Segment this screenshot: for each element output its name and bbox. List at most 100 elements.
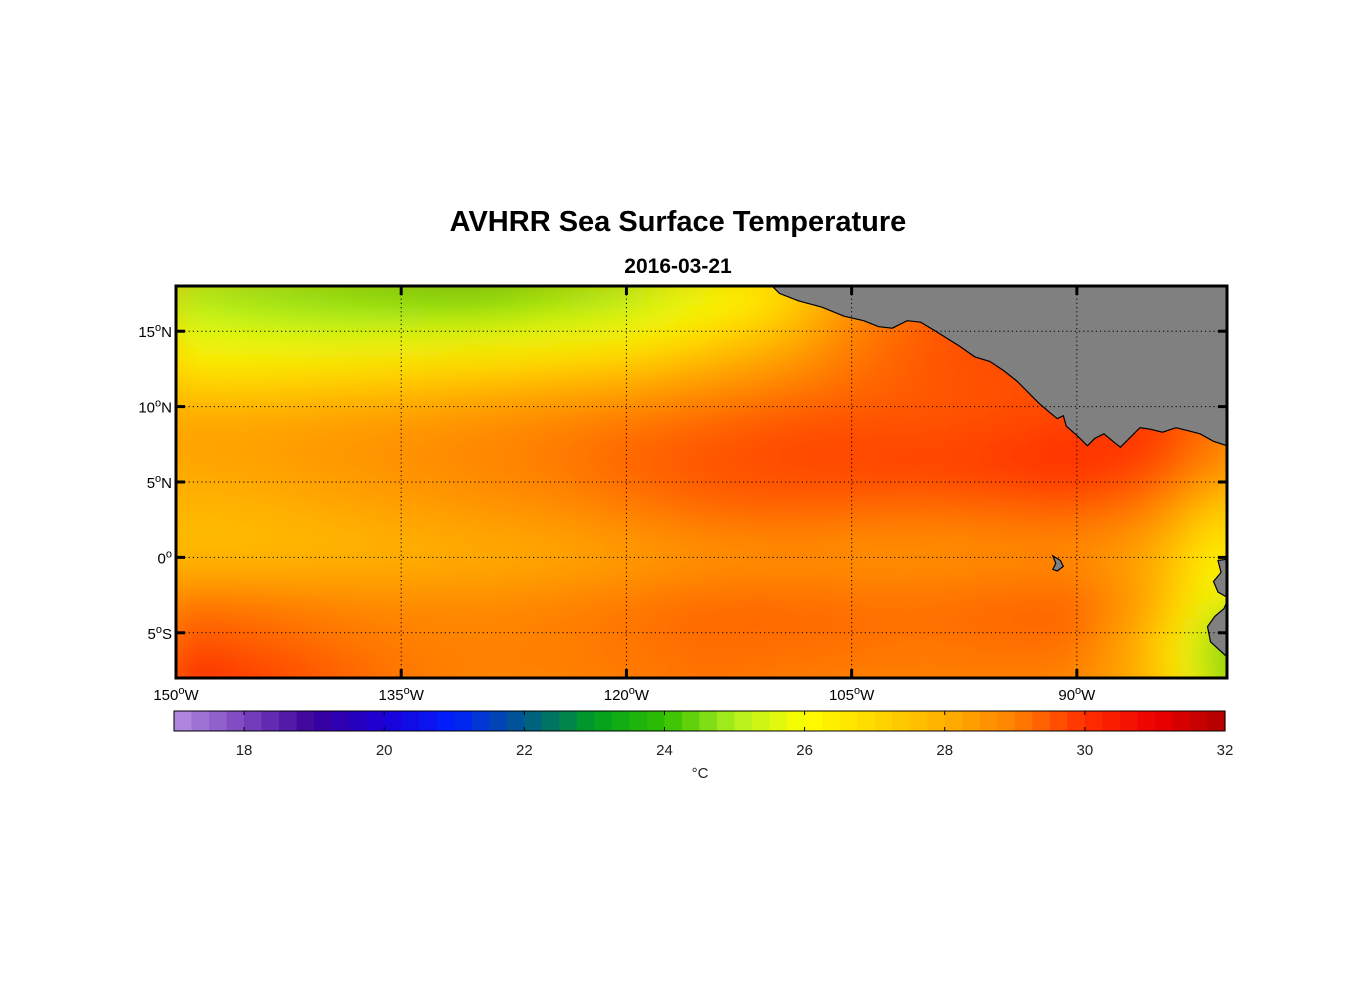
sst-cell — [236, 587, 256, 604]
sst-cell — [405, 436, 425, 453]
sst-cell — [1080, 557, 1101, 574]
sst-cell — [423, 286, 444, 303]
sst-cell — [892, 421, 913, 438]
sst-cell — [461, 542, 482, 559]
sst-cell — [667, 346, 688, 363]
sst-cell — [442, 557, 463, 574]
sst-cell — [498, 346, 519, 363]
sst-cell — [573, 587, 594, 604]
sst-cell — [1061, 512, 1082, 529]
sst-cell — [461, 662, 482, 678]
sst-cell — [1024, 542, 1045, 559]
sst-cell — [292, 497, 313, 514]
sst-cell — [987, 678, 1007, 694]
sst-cell — [442, 572, 463, 589]
sst-cell — [179, 587, 200, 604]
sst-cell — [686, 406, 707, 423]
sst-cell — [799, 421, 819, 438]
sst-cell — [386, 421, 406, 438]
sst-cell — [179, 421, 200, 438]
sst-cell — [761, 632, 782, 649]
sst-cell — [1231, 542, 1251, 558]
sst-cell — [874, 678, 894, 694]
sst-cell — [517, 316, 538, 333]
colorbar-band — [927, 711, 946, 731]
sst-cell — [1024, 617, 1045, 634]
sst-cell — [930, 542, 951, 559]
sst-cell — [817, 436, 838, 453]
sst-cell — [1005, 527, 1026, 544]
sst-cell — [311, 316, 331, 333]
sst-cell — [311, 632, 331, 649]
sst-cell — [1193, 572, 1213, 589]
sst-cell — [536, 512, 557, 529]
sst-cell — [630, 346, 650, 363]
sst-cell — [1024, 421, 1045, 438]
lon-tick-label: 105oW — [829, 685, 875, 704]
sst-cell — [480, 406, 500, 423]
sst-cell — [724, 346, 744, 363]
sst-cell — [367, 391, 388, 408]
sst-cell — [1231, 693, 1251, 709]
sst-cell — [386, 316, 406, 333]
sst-cell — [311, 602, 331, 619]
sst-cell — [292, 617, 313, 634]
sst-cell — [592, 466, 613, 483]
sst-cell — [1136, 617, 1157, 634]
sst-cell — [817, 527, 838, 544]
colorbar-band — [226, 711, 245, 731]
sst-cell — [1174, 678, 1194, 694]
sst-cell — [423, 361, 444, 378]
sst-cell — [780, 662, 801, 678]
sst-cell — [799, 482, 819, 499]
sst-cell — [911, 421, 932, 438]
sst-cell — [1193, 542, 1213, 559]
sst-cell — [667, 451, 688, 468]
sst-cell — [217, 497, 238, 514]
sst-cell — [1006, 693, 1026, 709]
sst-cell — [705, 572, 726, 589]
colorbar-band — [752, 711, 771, 731]
sst-cell — [517, 587, 538, 604]
sst-cell — [367, 316, 388, 333]
sst-cell — [911, 662, 932, 678]
sst-cell — [367, 376, 388, 393]
sst-cell — [1231, 678, 1251, 694]
sst-cell — [780, 466, 801, 483]
sst-cell — [1043, 527, 1063, 544]
sst-cell — [1099, 693, 1119, 709]
sst-cell — [799, 391, 819, 408]
sst-cell — [874, 331, 894, 348]
sst-cell — [1061, 647, 1082, 664]
sst-cell — [461, 678, 481, 694]
sst-cell — [968, 376, 988, 393]
sst-cell — [1005, 602, 1026, 619]
sst-cell — [742, 301, 763, 318]
sst-cell — [536, 662, 557, 678]
sst-cell — [254, 527, 275, 544]
colorbar-band — [1067, 711, 1086, 731]
colorbar-band — [646, 711, 666, 731]
sst-cell — [667, 436, 688, 453]
sst-cell — [949, 557, 969, 574]
sst-cell — [930, 406, 951, 423]
sst-cell — [198, 376, 219, 393]
sst-cell — [1061, 572, 1082, 589]
sst-cell — [1193, 647, 1213, 664]
sst-cell — [555, 693, 575, 709]
sst-cell — [367, 421, 388, 438]
sst-cell — [592, 451, 613, 468]
sst-cell — [236, 376, 256, 393]
sst-cell — [217, 451, 238, 468]
sst-cell — [517, 406, 538, 423]
sst-cell — [667, 512, 688, 529]
sst-cell — [836, 602, 857, 619]
sst-cell — [649, 572, 669, 589]
sst-cell — [780, 542, 801, 559]
sst-cell — [176, 602, 181, 619]
sst-cell — [705, 466, 726, 483]
sst-cell — [442, 421, 463, 438]
sst-cell — [367, 557, 388, 574]
sst-cell — [611, 316, 632, 333]
sst-cell — [442, 512, 463, 529]
